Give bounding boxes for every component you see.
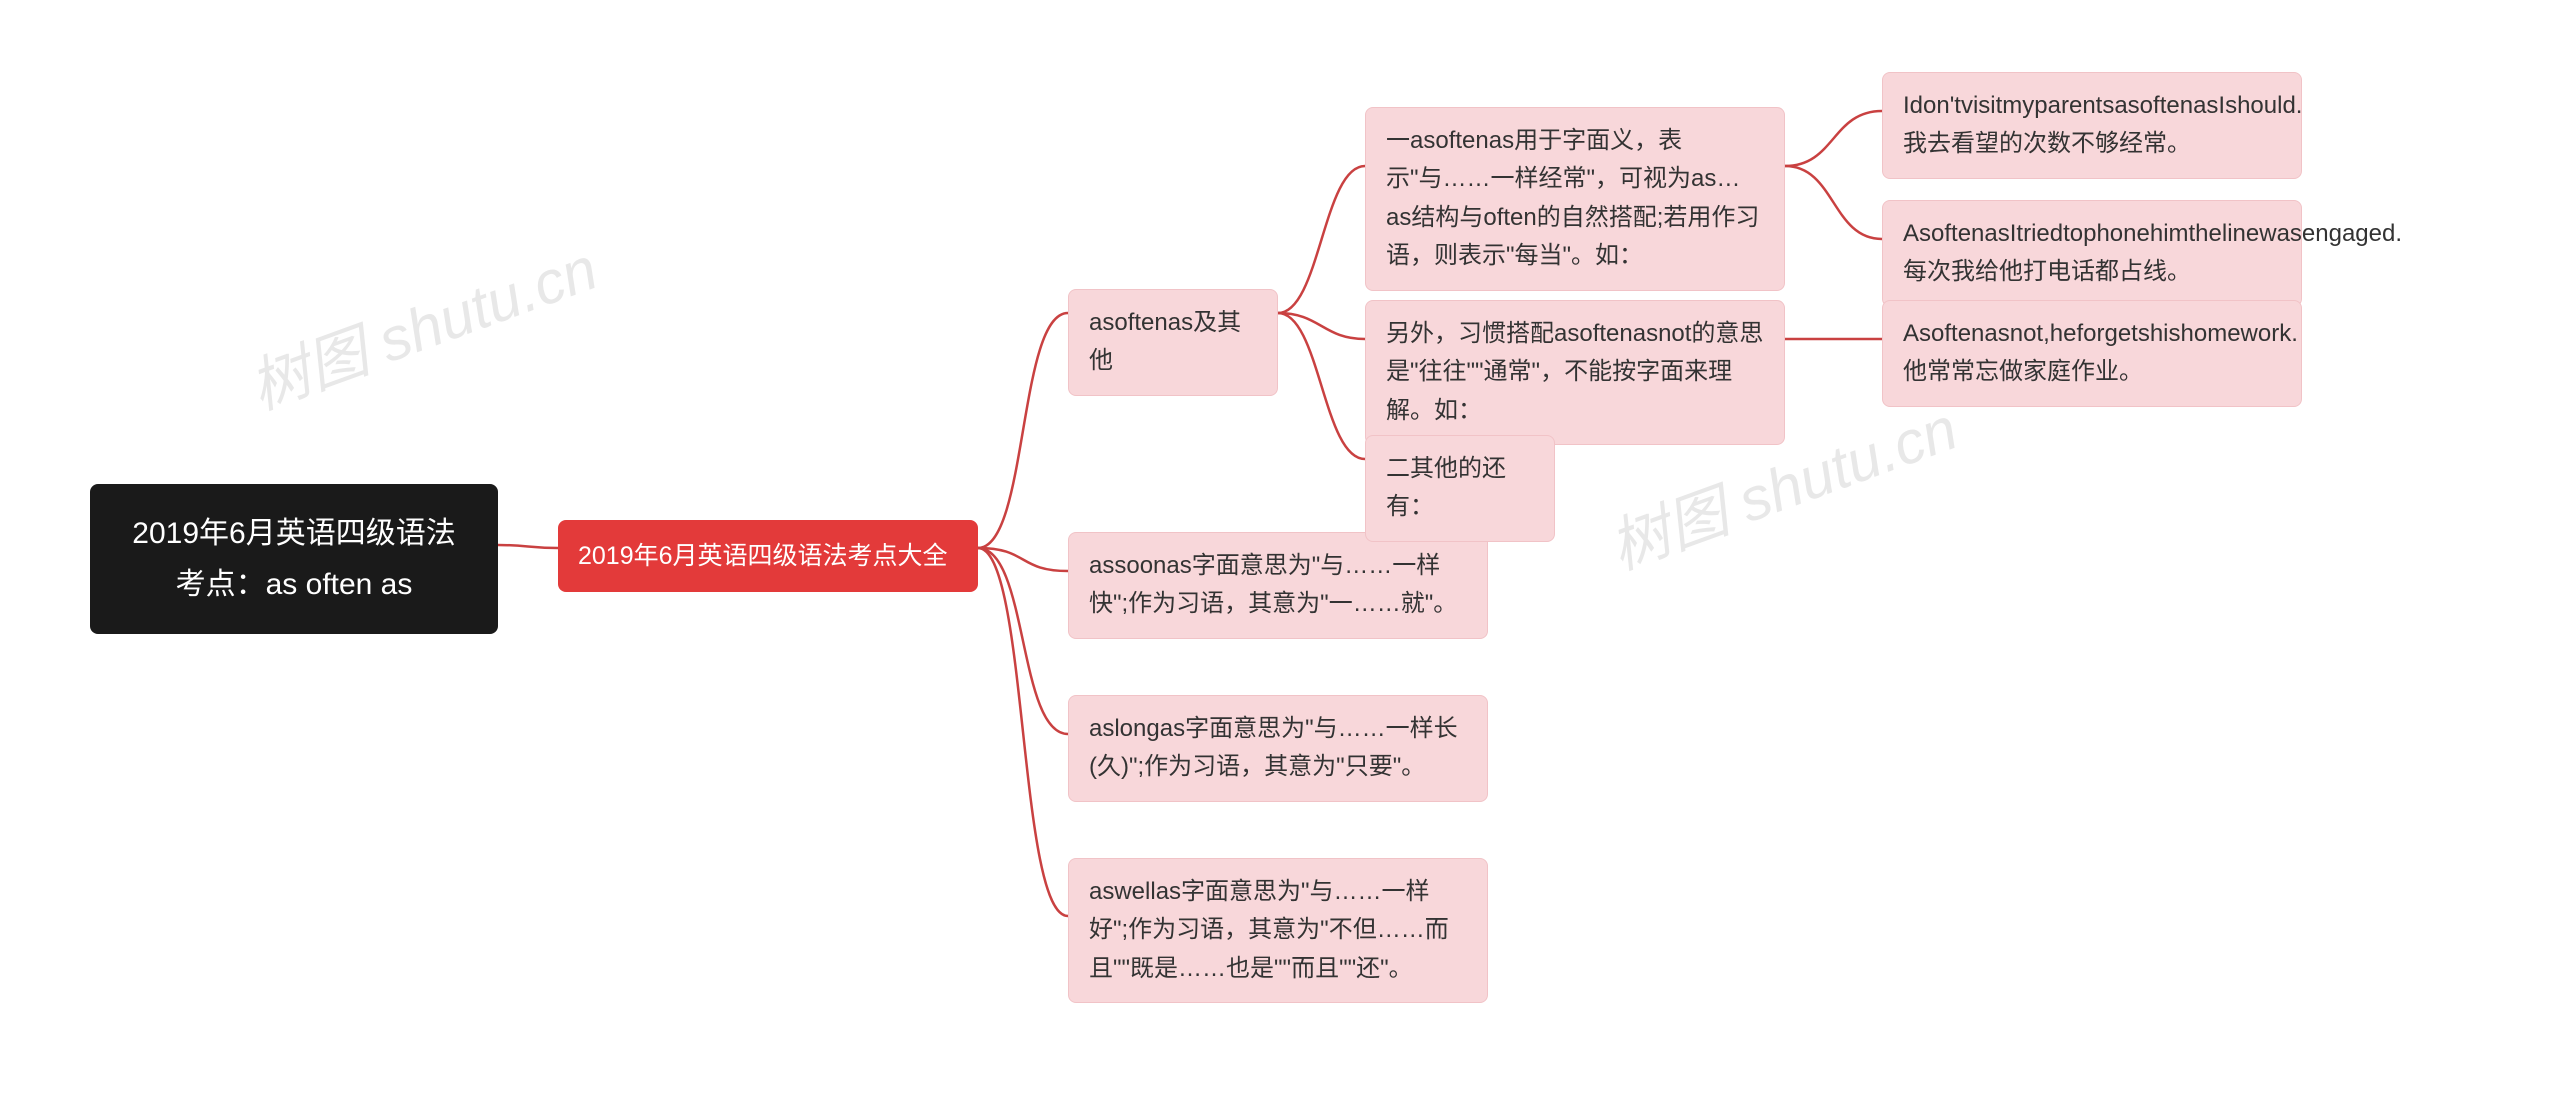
root-node: 2019年6月英语四级语法 考点：as often as — [90, 484, 498, 634]
n4c: Asoftenasnot,heforgetshishomework.他常常忘做家… — [1882, 300, 2302, 407]
n2d-text: aswellas字面意思为"与……一样好";作为习语，其意为"不但……而且""既… — [1089, 878, 1449, 982]
lvl1-node: 2019年6月英语四级语法考点大全 — [558, 520, 978, 592]
root-line1: 2019年6月英语四级语法 — [132, 517, 455, 550]
n2b-text: assoonas字面意思为"与……一样快";作为习语，其意为"一……就"。 — [1089, 552, 1457, 617]
n3a: 一asoftenas用于字面义，表示"与……一样经常"，可视为as…as结构与o… — [1365, 107, 1785, 291]
n4a-text: Idon'tvisitmyparentsasoftenasIshould.我去看… — [1903, 92, 2302, 157]
n3b: 另外，习惯搭配asoftenasnot的意思是"往往""通常"，不能按字面来理解… — [1365, 300, 1785, 445]
n2c-text: aslongas字面意思为"与……一样长(久)";作为习语，其意为"只要"。 — [1089, 715, 1458, 780]
n2c: aslongas字面意思为"与……一样长(久)";作为习语，其意为"只要"。 — [1068, 695, 1488, 802]
n4b-text: AsoftenasItriedtophonehimthelinewasengag… — [1903, 220, 2402, 285]
n3a-text: 一asoftenas用于字面义，表示"与……一样经常"，可视为as…as结构与o… — [1386, 127, 1759, 269]
n3c: 二其他的还有： — [1365, 435, 1555, 542]
root-line2: 考点：as often as — [176, 568, 413, 601]
n3b-text: 另外，习惯搭配asoftenasnot的意思是"往往""通常"，不能按字面来理解… — [1386, 320, 1763, 424]
lvl1-text: 2019年6月英语四级语法考点大全 — [578, 542, 948, 570]
n4a: Idon'tvisitmyparentsasoftenasIshould.我去看… — [1882, 72, 2302, 179]
n4c-text: Asoftenasnot,heforgetshishomework.他常常忘做家… — [1903, 320, 2298, 385]
n2d: aswellas字面意思为"与……一样好";作为习语，其意为"不但……而且""既… — [1068, 858, 1488, 1003]
n2a-text: asoftenas及其他 — [1089, 309, 1241, 374]
n2a: asoftenas及其他 — [1068, 289, 1278, 396]
n4b: AsoftenasItriedtophonehimthelinewasengag… — [1882, 200, 2302, 307]
n2b: assoonas字面意思为"与……一样快";作为习语，其意为"一……就"。 — [1068, 532, 1488, 639]
n3c-text: 二其他的还有： — [1386, 455, 1506, 520]
watermark-1: 树图 shutu.cn — [236, 220, 607, 426]
